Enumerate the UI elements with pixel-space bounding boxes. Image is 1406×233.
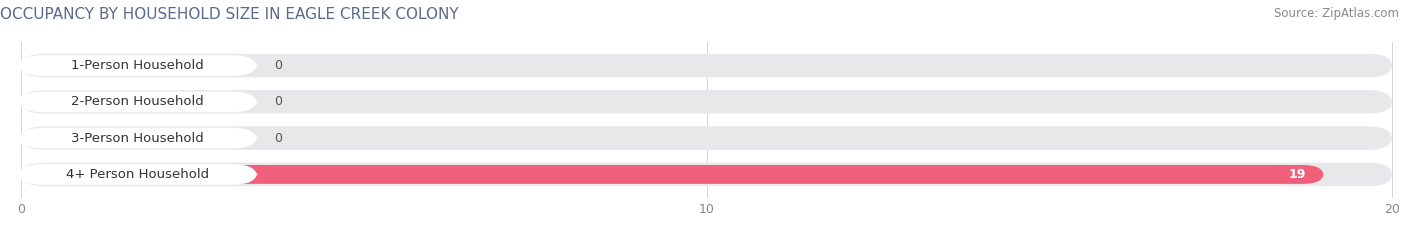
FancyBboxPatch shape xyxy=(17,128,257,148)
FancyBboxPatch shape xyxy=(21,126,1392,150)
Text: OCCUPANCY BY HOUSEHOLD SIZE IN EAGLE CREEK COLONY: OCCUPANCY BY HOUSEHOLD SIZE IN EAGLE CRE… xyxy=(0,7,458,22)
FancyBboxPatch shape xyxy=(21,163,1392,186)
Text: 1-Person Household: 1-Person Household xyxy=(72,59,204,72)
FancyBboxPatch shape xyxy=(21,54,1392,77)
FancyBboxPatch shape xyxy=(17,92,257,112)
Text: 0: 0 xyxy=(274,132,283,145)
FancyBboxPatch shape xyxy=(17,164,257,185)
FancyBboxPatch shape xyxy=(21,56,59,75)
Text: Source: ZipAtlas.com: Source: ZipAtlas.com xyxy=(1274,7,1399,20)
Text: 0: 0 xyxy=(274,95,283,108)
Text: 4+ Person Household: 4+ Person Household xyxy=(66,168,209,181)
FancyBboxPatch shape xyxy=(17,55,257,76)
FancyBboxPatch shape xyxy=(21,90,1392,114)
Text: 2-Person Household: 2-Person Household xyxy=(72,95,204,108)
Text: 19: 19 xyxy=(1289,168,1306,181)
FancyBboxPatch shape xyxy=(21,129,59,147)
FancyBboxPatch shape xyxy=(21,165,1323,184)
Text: 3-Person Household: 3-Person Household xyxy=(72,132,204,145)
Text: 0: 0 xyxy=(274,59,283,72)
FancyBboxPatch shape xyxy=(21,93,59,111)
